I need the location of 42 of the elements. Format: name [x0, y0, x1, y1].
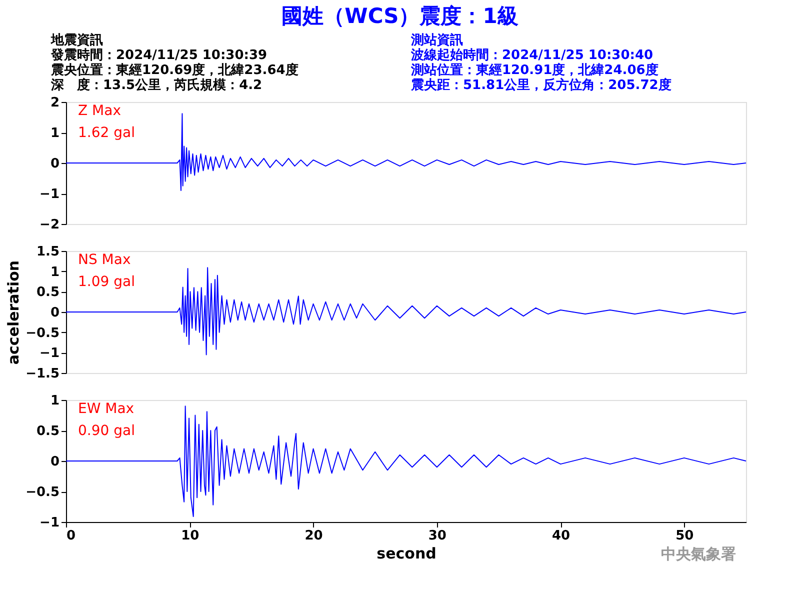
- y-tick-label: −0.5: [26, 326, 60, 341]
- line-series: [66, 267, 746, 356]
- y-tick-label: −1: [40, 516, 60, 530]
- y-tick-label: −2: [40, 218, 60, 232]
- y-tick-label: 0.5: [36, 285, 60, 300]
- y-tick-label: 1: [50, 394, 60, 408]
- x-tick-label: 30: [428, 528, 446, 544]
- x-tick-label: 40: [552, 528, 570, 544]
- annotation: 1.62 gal: [78, 125, 135, 141]
- x-tick-label: 10: [181, 528, 200, 544]
- text: 地震資訊: [50, 32, 103, 48]
- y-tick-label: −1.5: [26, 366, 60, 382]
- text: 發震時間：2024/11/25 10:30:39: [50, 48, 268, 63]
- x-tick-label: 50: [676, 528, 694, 544]
- y-tick-label: 1: [50, 264, 60, 280]
- x-tick-label: 0: [66, 528, 76, 544]
- annotation: NS Max: [78, 252, 131, 268]
- y-tick-label: 1.5: [36, 244, 60, 260]
- y-tick-label: 2: [50, 96, 60, 110]
- y-axis-title: acceleration: [4, 260, 23, 365]
- text: 波線起始時間：2024/11/25 10:30:40: [410, 48, 654, 63]
- y-tick-label: −0.5: [26, 485, 60, 500]
- x-axis-title: second: [376, 544, 436, 562]
- chart-title: 國姓（WCS）震度：1級: [282, 4, 518, 28]
- y-tick-label: −1: [40, 187, 60, 202]
- text: 震央距：51.81公里，反方位角：205.72度: [410, 77, 672, 93]
- text: 深 度：13.5公里，芮氏規模：4.2: [50, 77, 262, 93]
- y-tick-label: 0: [50, 454, 60, 470]
- text: 測站資訊: [410, 32, 463, 48]
- annotation: Z Max: [78, 103, 121, 119]
- text: 測站位置：東經120.91度，北緯24.06度: [410, 62, 658, 78]
- x-tick-label: 20: [304, 528, 323, 544]
- annotation: 0.90 gal: [78, 423, 135, 439]
- annotation: EW Max: [78, 401, 134, 417]
- text: 震央位置：東經120.69度，北緯23.64度: [50, 62, 298, 78]
- text: 中央氣象署: [661, 545, 736, 563]
- y-tick-label: 0: [50, 156, 60, 172]
- y-tick-label: −1: [40, 346, 60, 362]
- y-tick-label: 1: [50, 126, 60, 141]
- annotation: 1.09 gal: [78, 274, 135, 290]
- y-tick-label: 0: [50, 306, 60, 320]
- y-tick-label: 0.5: [36, 424, 60, 439]
